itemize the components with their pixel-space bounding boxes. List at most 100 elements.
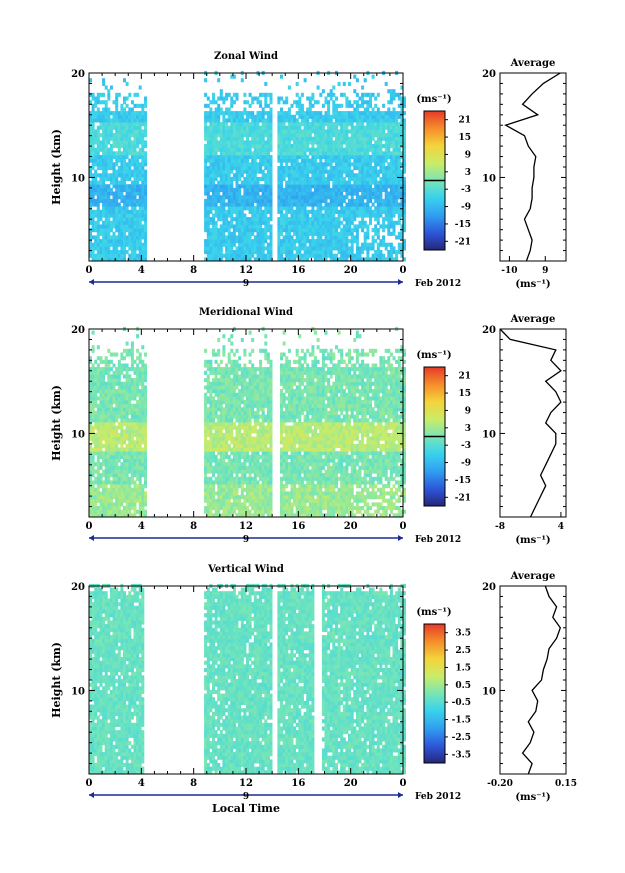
colorbar-tick-label: -15 [455,476,471,486]
y-tick-label: 20 [71,582,85,593]
heatmap [89,70,406,262]
average-x-label: (ms⁻¹) [515,792,550,803]
panel-title: Meridional Wind [199,307,293,318]
average-x-label: (ms⁻¹) [515,535,550,546]
colorbar-unit: (ms⁻¹) [416,94,451,105]
colorbar-tick-label: -2.5 [452,733,471,743]
colorbar-tick-label: -15 [455,220,471,230]
month-label: Feb 2012 [415,792,461,802]
x-tick-label: 20 [344,521,358,532]
heatmap [89,326,406,518]
average-x-tick-label: -0.20 [487,779,513,789]
colorbar-tick-label: -9 [461,459,471,469]
colorbar-tick-label: 21 [458,372,471,382]
y-axis-label: Height (km) [50,642,63,718]
colorbar-tick-label: 3.5 [455,629,471,639]
y-tick-label: 20 [71,325,85,336]
colorbar-tick-label: 0.5 [455,681,471,691]
date-bar-arrow [89,792,94,798]
average-y-tick-label: 10 [482,173,496,184]
colorbar-tick-label: -3 [461,185,471,195]
x-tick-label: 4 [138,265,145,276]
panel-title: Vertical Wind [207,564,284,575]
colorbar-tick-label: 15 [458,133,471,143]
y-axis-label: Height (km) [50,385,63,461]
x-tick-label: 0 [86,265,93,276]
average-y-tick-label: 20 [482,325,496,336]
y-tick-label: 20 [71,69,85,80]
x-tick-label: 20 [344,265,358,276]
x-tick-label: 16 [291,778,305,789]
average-frame [499,72,567,262]
average-x-tick-label: 0.15 [555,779,577,789]
date-bar-arrow [89,279,94,285]
average-frame [499,585,567,775]
date-bar-arrow [89,535,94,541]
average-title: Average [510,571,556,582]
date-bar-arrow [398,535,403,541]
x-tick-label: 20 [344,778,358,789]
colorbar-tick-label: 2.5 [455,646,471,656]
average-x-label: (ms⁻¹) [515,279,550,290]
colorbar-unit: (ms⁻¹) [416,350,451,361]
colorbar-tick-label: 3 [465,168,471,178]
colorbar-tick-label: -21 [455,493,471,503]
x-tick-label: 0 [400,265,407,276]
average-x-tick-label: -8 [495,522,505,532]
date-bar-arrow [398,279,403,285]
colorbar-tick-label: -9 [461,203,471,213]
x-tick-label: 0 [400,778,407,789]
x-tick-label: 8 [190,521,197,532]
x-tick-label: 0 [400,521,407,532]
colorbar-tick-label: 1.5 [455,663,471,673]
colorbar-tick-label: 9 [465,150,471,160]
y-axis-label: Height (km) [50,129,63,205]
average-y-tick-label: 10 [482,429,496,440]
average-y-tick-label: 10 [482,686,496,697]
colorbar-tick-label: 9 [465,406,471,416]
panel-1: Meridional Wind 0 4 8 12 16 20 0 10 20 Height (km)… [50,307,567,546]
x-tick-label: 0 [86,778,93,789]
x-tick-label: 16 [291,265,305,276]
colorbar-unit: (ms⁻¹) [416,607,451,618]
average-profile-line [521,585,562,775]
panel-title: Zonal Wind [214,51,278,62]
colorbar-tick-label: 15 [458,389,471,399]
x-tick-label: 0 [86,521,93,532]
y-tick-label: 10 [71,686,85,697]
x-axis-label: Local Time [212,802,280,815]
month-label: Feb 2012 [415,535,461,545]
average-title: Average [510,58,556,69]
x-tick-label: 4 [138,778,145,789]
x-tick-label: 4 [138,521,145,532]
colorbar-tick-label: -1.5 [452,716,471,726]
colorbar-tick-label: -3.5 [452,750,471,760]
average-y-tick-label: 20 [482,69,496,80]
colorbar-tick-label: -21 [455,237,471,247]
month-label: Feb 2012 [415,279,461,289]
average-profile-line [504,72,561,262]
date-label: 9 [243,792,249,802]
colorbar-tick-label: -3 [461,441,471,451]
y-tick-label: 10 [71,429,85,440]
average-title: Average [510,314,556,325]
heatmap [89,583,406,775]
colorbar-tick-label: -0.5 [452,698,471,708]
colorbar-tick-label: 21 [458,116,471,126]
colorbar [423,623,446,764]
x-tick-label: 8 [190,265,197,276]
panel-2: Vertical Wind 0 4 8 12 16 20 0 10 20 Height (km) 9 F… [50,564,577,815]
x-tick-label: 12 [239,265,253,276]
x-tick-label: 12 [239,778,253,789]
date-bar-arrow [398,792,403,798]
x-tick-label: 16 [291,521,305,532]
date-label: 9 [243,279,249,289]
date-label: 9 [243,535,249,545]
average-profile-line [499,328,562,518]
x-tick-label: 8 [190,778,197,789]
average-y-tick-label: 20 [482,582,496,593]
x-tick-label: 12 [239,521,253,532]
average-x-tick-label: 4 [558,522,564,532]
panel-0: Zonal Wind 0 4 8 12 16 20 0 10 20 Height (km) 9 Feb … [50,51,567,290]
